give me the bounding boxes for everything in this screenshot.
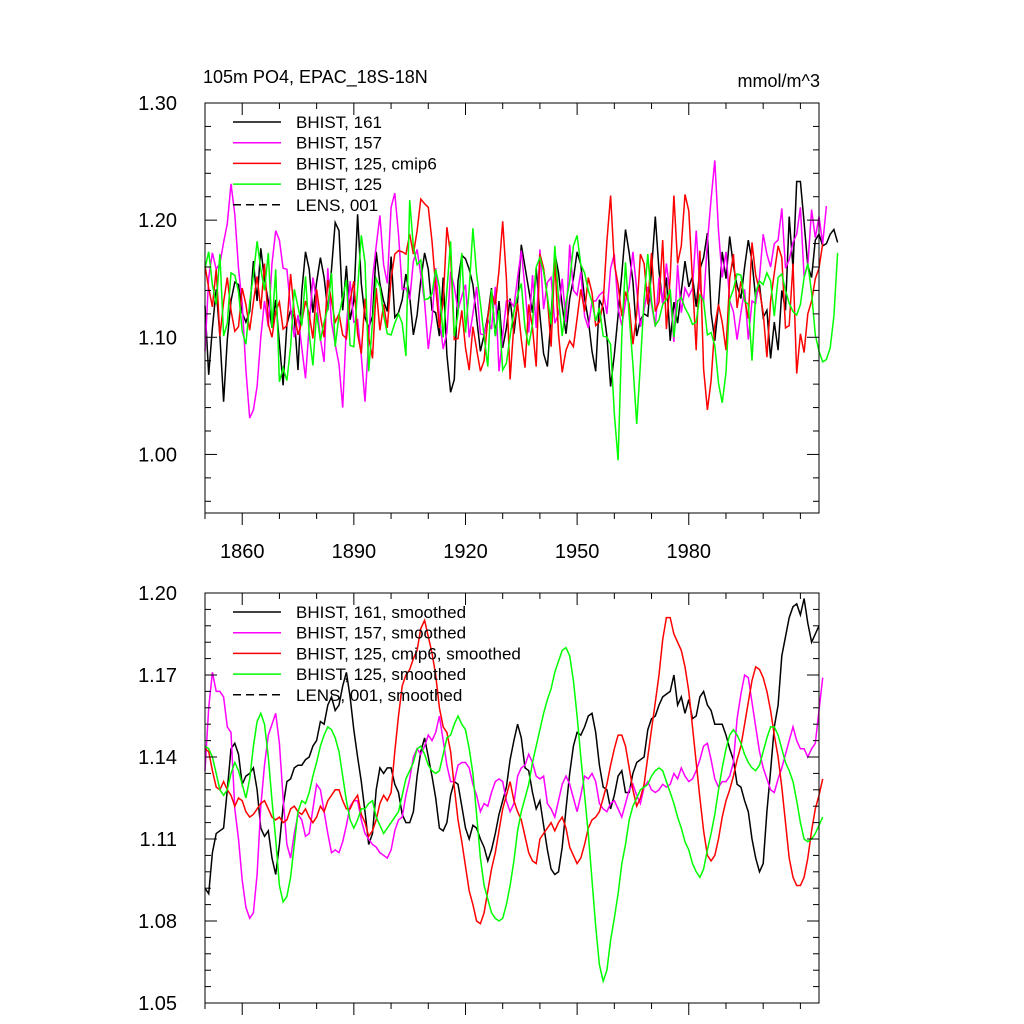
y-tick-label: 1.11 bbox=[140, 829, 177, 851]
legend-label: BHIST, 125, cmip6, smoothed bbox=[296, 644, 521, 663]
x-tick-label: 1980 bbox=[667, 541, 712, 563]
axis-ticks: 1.05 1.08 1.11 1.14 1.17 1.20 bbox=[138, 583, 819, 1015]
series-line-1 bbox=[204, 180, 839, 402]
x-tick-label: 1860 bbox=[220, 541, 265, 563]
x-tick-label: 1920 bbox=[443, 541, 488, 563]
series-line-4 bbox=[204, 200, 839, 461]
legend-label: BHIST, 157 bbox=[296, 134, 382, 153]
axis-ticks: 1.00 1.10 1.20 1.30 1860 1890 1920 1950 1980 bbox=[138, 93, 819, 563]
bottom-panel: 1.05 1.08 1.11 1.14 1.17 1.20 BHIST, 161, smo… bbox=[138, 583, 824, 1015]
legend-label: BHIST, 157, smoothed bbox=[296, 624, 466, 643]
y-tick-label: 1.20 bbox=[138, 583, 177, 605]
plot-frame bbox=[204, 102, 820, 514]
y-tick-label: 1.17 bbox=[138, 665, 177, 687]
series-group bbox=[204, 598, 824, 984]
x-tick-label: 1950 bbox=[555, 541, 600, 563]
series-line-2 bbox=[204, 672, 824, 920]
legend: BHIST, 161, smoothed BHIST, 157, smoothed… bbox=[233, 603, 521, 705]
y-tick-label: 1.05 bbox=[138, 993, 177, 1015]
y-tick-label: 1.00 bbox=[138, 444, 177, 466]
top-panel: 105m PO4, EPAC_18S-18N mmol/m^3 1.00 1.10… bbox=[138, 67, 839, 563]
legend-label: BHIST, 161 bbox=[296, 113, 382, 132]
legend-label: BHIST, 125 bbox=[296, 175, 382, 194]
legend-label: BHIST, 125, cmip6 bbox=[296, 154, 437, 173]
legend-label: LENS, 001 bbox=[296, 196, 378, 215]
plot-frame bbox=[204, 592, 820, 1004]
series-line-4 bbox=[204, 646, 824, 984]
series-line-3 bbox=[204, 616, 824, 925]
series-group bbox=[204, 160, 839, 461]
y-tick-label: 1.10 bbox=[138, 327, 177, 349]
chart-title: 105m PO4, EPAC_18S-18N bbox=[203, 67, 428, 88]
series-line-1 bbox=[204, 598, 820, 896]
x-tick-label: 1890 bbox=[332, 541, 377, 563]
legend-label: LENS, 001, smoothed bbox=[296, 686, 462, 705]
y-tick-label: 1.20 bbox=[138, 210, 177, 232]
y-tick-label: 1.08 bbox=[138, 911, 177, 933]
legend-label: BHIST, 161, smoothed bbox=[296, 603, 466, 622]
units-label: mmol/m^3 bbox=[738, 71, 820, 91]
legend-label: BHIST, 125, smoothed bbox=[296, 665, 466, 684]
y-tick-label: 1.30 bbox=[138, 93, 177, 115]
y-tick-label: 1.14 bbox=[138, 747, 177, 769]
